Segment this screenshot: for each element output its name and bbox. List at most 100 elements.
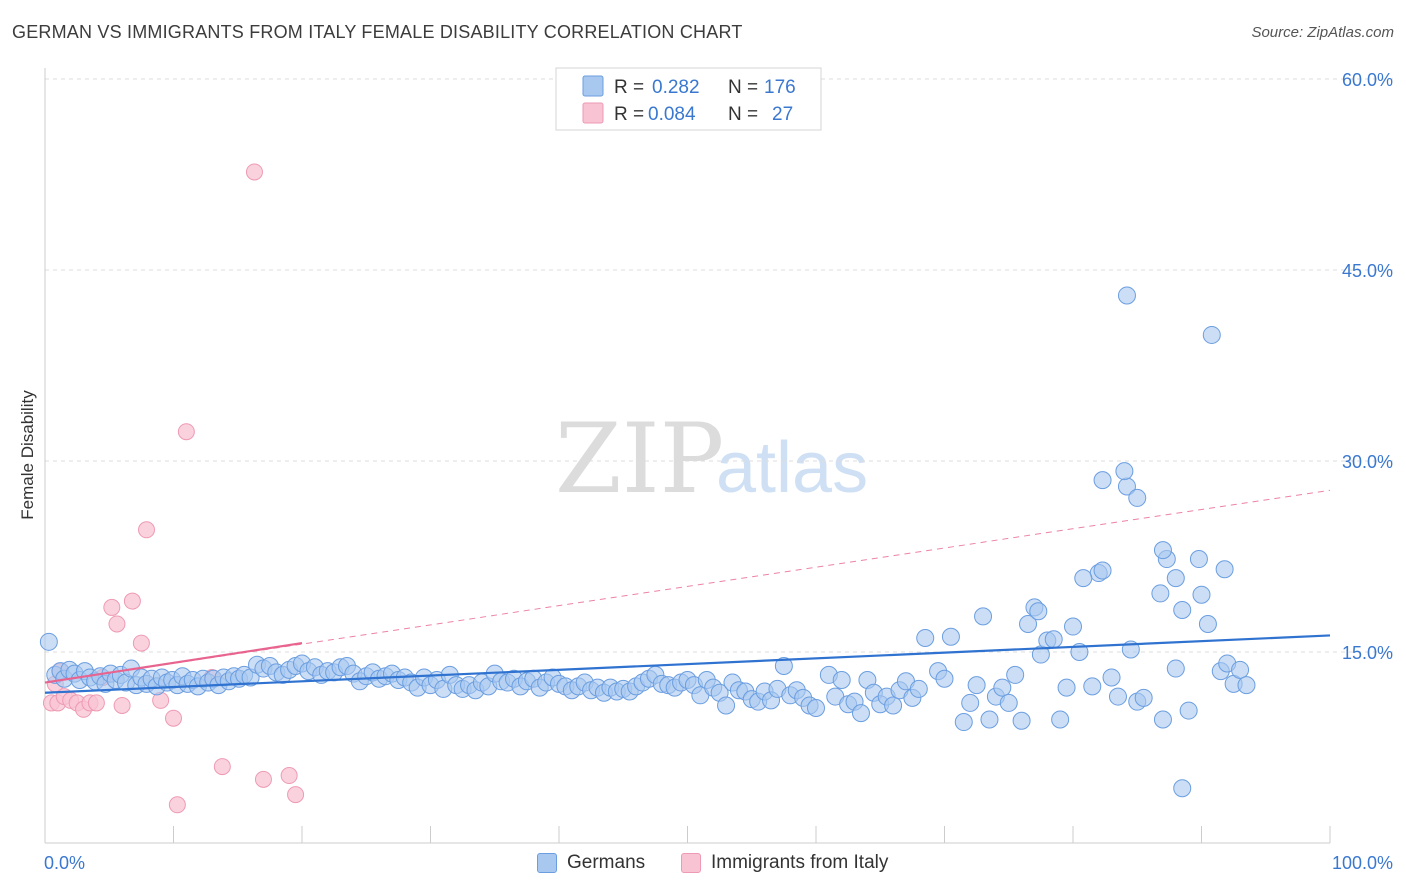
point-italy xyxy=(287,786,305,804)
legend-label-germans: Germans xyxy=(567,852,646,873)
legend-bottom: Germans Immigrants from Italy xyxy=(0,850,1406,880)
legend-n-value-1: 176 xyxy=(764,77,796,98)
point-italy xyxy=(87,694,105,712)
point-german xyxy=(1179,701,1198,720)
point-german xyxy=(1064,617,1082,636)
trend-line-italy xyxy=(44,641,303,684)
point-german xyxy=(909,679,928,698)
point-german xyxy=(1151,584,1170,603)
axes xyxy=(44,68,1331,844)
point-german xyxy=(832,671,851,690)
point-italy xyxy=(165,709,182,727)
point-german xyxy=(1166,659,1185,678)
legend-label-italy: Immigrants from Italy xyxy=(711,852,889,873)
point-german xyxy=(974,607,993,626)
point-german xyxy=(1057,678,1076,697)
point-german xyxy=(1012,711,1031,730)
point-german xyxy=(1198,614,1217,633)
trend-line-germans xyxy=(44,634,1331,694)
point-german xyxy=(1019,614,1038,633)
point-german xyxy=(999,693,1018,712)
point-italy xyxy=(213,758,231,776)
point-german xyxy=(774,657,793,676)
x-tick-label-min: 0.0% xyxy=(44,853,85,873)
y-tick-label: 60.0% xyxy=(1342,70,1393,90)
point-german xyxy=(961,693,980,712)
point-german xyxy=(1192,585,1211,604)
legend-swatch-germans xyxy=(582,75,604,97)
point-german xyxy=(1166,569,1185,588)
legend-r-value-2: 0.084 xyxy=(648,104,696,125)
trend-line-italy-extended xyxy=(44,489,1331,684)
point-german xyxy=(807,699,825,718)
point-german xyxy=(1134,688,1153,707)
legend-n-label-2: N = xyxy=(728,104,758,125)
point-german xyxy=(1215,560,1234,579)
point-italy xyxy=(254,770,272,788)
trend-lines xyxy=(44,489,1331,684)
y-tick-label: 30.0% xyxy=(1342,452,1393,472)
legend-item-italy: Immigrants from Italy xyxy=(681,852,888,874)
y-tick-label: 15.0% xyxy=(1342,643,1393,663)
point-german xyxy=(1189,550,1208,569)
point-italy xyxy=(168,796,186,814)
legend-swatch-germans-bottom xyxy=(537,853,557,873)
point-italy xyxy=(103,598,121,616)
point-german xyxy=(1237,676,1256,695)
chart-title: GERMAN VS IMMIGRANTS FROM ITALY FEMALE D… xyxy=(12,22,743,42)
point-german xyxy=(717,696,736,715)
legend-item-germans: Germans xyxy=(537,852,645,874)
point-german xyxy=(1202,325,1221,344)
point-german xyxy=(1231,660,1250,679)
point-german xyxy=(980,710,999,729)
point-german xyxy=(1093,561,1112,580)
point-german xyxy=(941,627,960,646)
point-german xyxy=(1173,779,1192,798)
point-german xyxy=(1153,541,1172,560)
point-german xyxy=(1115,462,1134,481)
legend-swatch-italy xyxy=(582,102,604,124)
point-german xyxy=(1173,600,1192,619)
gridlines xyxy=(45,78,1395,653)
point-german xyxy=(1102,668,1121,687)
legend-n-value-2: 27 xyxy=(772,104,793,125)
point-german xyxy=(967,676,986,695)
legend-r-value-1: 0.282 xyxy=(652,77,700,98)
point-italy xyxy=(245,163,263,181)
x-tick-label-max: 100.0% xyxy=(1332,853,1393,873)
y-tick-label: 45.0% xyxy=(1342,261,1393,281)
point-german xyxy=(1117,286,1136,305)
point-italy xyxy=(280,767,298,785)
legend-r-label-1: R = xyxy=(614,77,644,98)
tick-labels: 15.0% 30.0% 45.0% 60.0% 0.0% 100.0% xyxy=(44,70,1393,873)
point-german xyxy=(954,713,973,732)
point-german xyxy=(1074,569,1093,588)
point-german xyxy=(1093,471,1112,490)
legend-r-label-2: R = xyxy=(614,104,644,125)
point-italy xyxy=(123,592,141,610)
point-italy xyxy=(138,521,156,539)
source-label: Source: ZipAtlas.com xyxy=(1251,24,1394,41)
point-german xyxy=(1153,710,1172,729)
point-german xyxy=(1006,665,1025,684)
legend-top: R = 0.282 N = 176 R = 0.084 N = 27 xyxy=(555,67,822,131)
watermark-atlas: atlas xyxy=(716,428,868,508)
point-german xyxy=(39,632,58,651)
watermark-zip: ZIP xyxy=(555,403,724,515)
point-german xyxy=(1029,602,1048,621)
point-german xyxy=(1051,710,1070,729)
data-points xyxy=(39,163,1331,814)
point-german xyxy=(851,704,870,723)
point-italy xyxy=(113,696,131,714)
point-german xyxy=(1108,687,1127,706)
point-german xyxy=(916,628,935,647)
legend-n-label-1: N = xyxy=(728,77,758,98)
legend-swatch-italy-bottom xyxy=(681,853,701,873)
point-german xyxy=(1128,488,1147,507)
point-italy xyxy=(132,634,150,652)
point-italy xyxy=(108,615,126,633)
watermark: ZIP atlas xyxy=(555,403,868,515)
point-german xyxy=(1083,677,1102,696)
point-german xyxy=(1044,630,1063,649)
